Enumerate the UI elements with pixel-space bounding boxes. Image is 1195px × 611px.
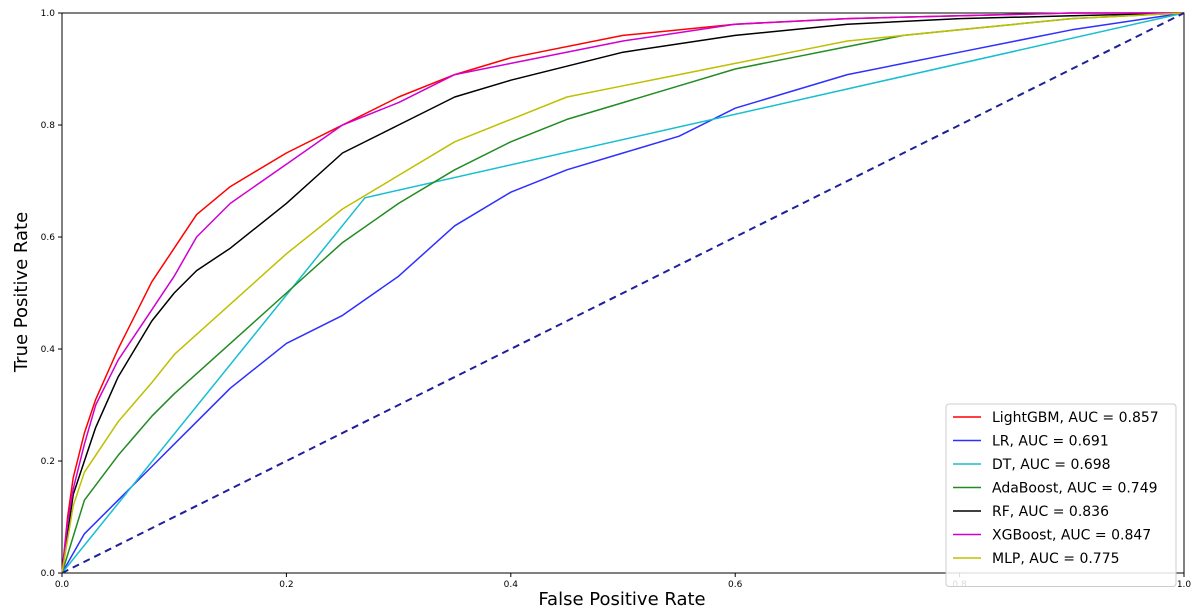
plot-frame (61, 12, 1185, 574)
legend-label: MLP, AUC = 0.775 (992, 551, 1120, 567)
legend-label: RF, AUC = 0.836 (992, 504, 1109, 520)
y-tick-label: 0.4 (41, 345, 56, 355)
x-tick-label: 0.2 (279, 580, 293, 590)
x-tick-label: 1.0 (1177, 580, 1192, 590)
roc-series-line (61, 12, 1185, 574)
x-tick-label: 0.0 (55, 580, 70, 590)
y-tick-label: 1.0 (41, 9, 56, 19)
y-axis-label: True Positive Rate (11, 212, 32, 373)
x-tick-label: 0.4 (504, 580, 519, 590)
legend-label: XGBoost, AUC = 0.847 (992, 528, 1151, 544)
legend-label: DT, AUC = 0.698 (992, 457, 1111, 473)
x-axis-label: False Positive Rate (538, 589, 705, 610)
series-lines (61, 12, 1185, 574)
roc-series-line (61, 12, 1185, 574)
plot-area (61, 12, 1185, 574)
y-axis-ticks: 0.0 0.2 0.4 0.6 0.8 1.0 (41, 9, 62, 579)
roc-series-line (61, 12, 1185, 574)
legend-label: LightGBM, AUC = 0.857 (992, 410, 1159, 426)
y-tick-label: 0.2 (41, 457, 55, 467)
roc-series-line (61, 12, 1184, 574)
y-tick-label: 0.6 (41, 233, 56, 243)
legend-label: LR, AUC = 0.691 (992, 434, 1109, 450)
legend-label: AdaBoost, AUC = 0.749 (992, 481, 1158, 497)
y-tick-label: 0.0 (41, 569, 56, 579)
roc-series-line (61, 12, 1185, 574)
x-tick-label: 0.6 (728, 580, 743, 590)
y-tick-label: 0.8 (41, 121, 56, 131)
legend: LightGBM, AUC = 0.857 LR, AUC = 0.691 DT, … (945, 403, 1177, 587)
diagonal-reference-line (61, 12, 1185, 574)
legend-box (945, 403, 1177, 587)
